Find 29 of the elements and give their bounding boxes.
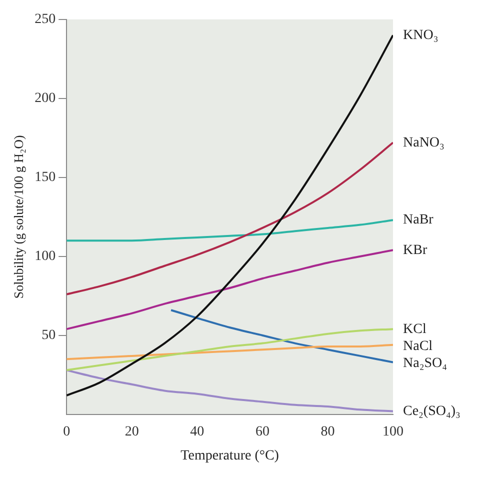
series-label: KBr	[403, 242, 428, 258]
x-tick-label: 60	[255, 424, 270, 440]
line-series	[66, 344, 393, 360]
series-label: NaCl	[403, 338, 433, 354]
line-series	[66, 142, 393, 296]
series-label: KCl	[403, 322, 426, 337]
y-axis-title: Solubility (g solute/100 g H₂O)	[11, 135, 26, 299]
y-tick-label: 200	[34, 91, 56, 106]
y-tick-label: 150	[34, 170, 56, 186]
series-label: NaNO₃	[403, 135, 445, 150]
x-tick-label: 100	[382, 424, 404, 440]
x-tick-label: 40	[190, 424, 204, 440]
line-series	[66, 369, 393, 412]
line-series	[66, 328, 393, 372]
x-axis-title: Temperature (°C)	[180, 448, 280, 464]
x-tick-label: 80	[320, 424, 335, 440]
y-tick-label: 100	[34, 249, 56, 264]
x-tick-label: 20	[124, 424, 139, 440]
series-label: Ce₂(SO₄)₃	[403, 404, 461, 419]
y-tick-label: 50	[42, 328, 56, 344]
line-series	[170, 309, 393, 364]
line-series	[66, 249, 393, 330]
x-tick-label: 0	[63, 424, 70, 440]
series-label: NaBr	[403, 212, 434, 228]
series-label: KNO₃	[403, 28, 438, 43]
line-series	[66, 219, 393, 242]
line-series	[66, 34, 393, 396]
y-tick-label: 250	[34, 12, 56, 28]
series-label: Na₂SO₄	[403, 356, 448, 371]
